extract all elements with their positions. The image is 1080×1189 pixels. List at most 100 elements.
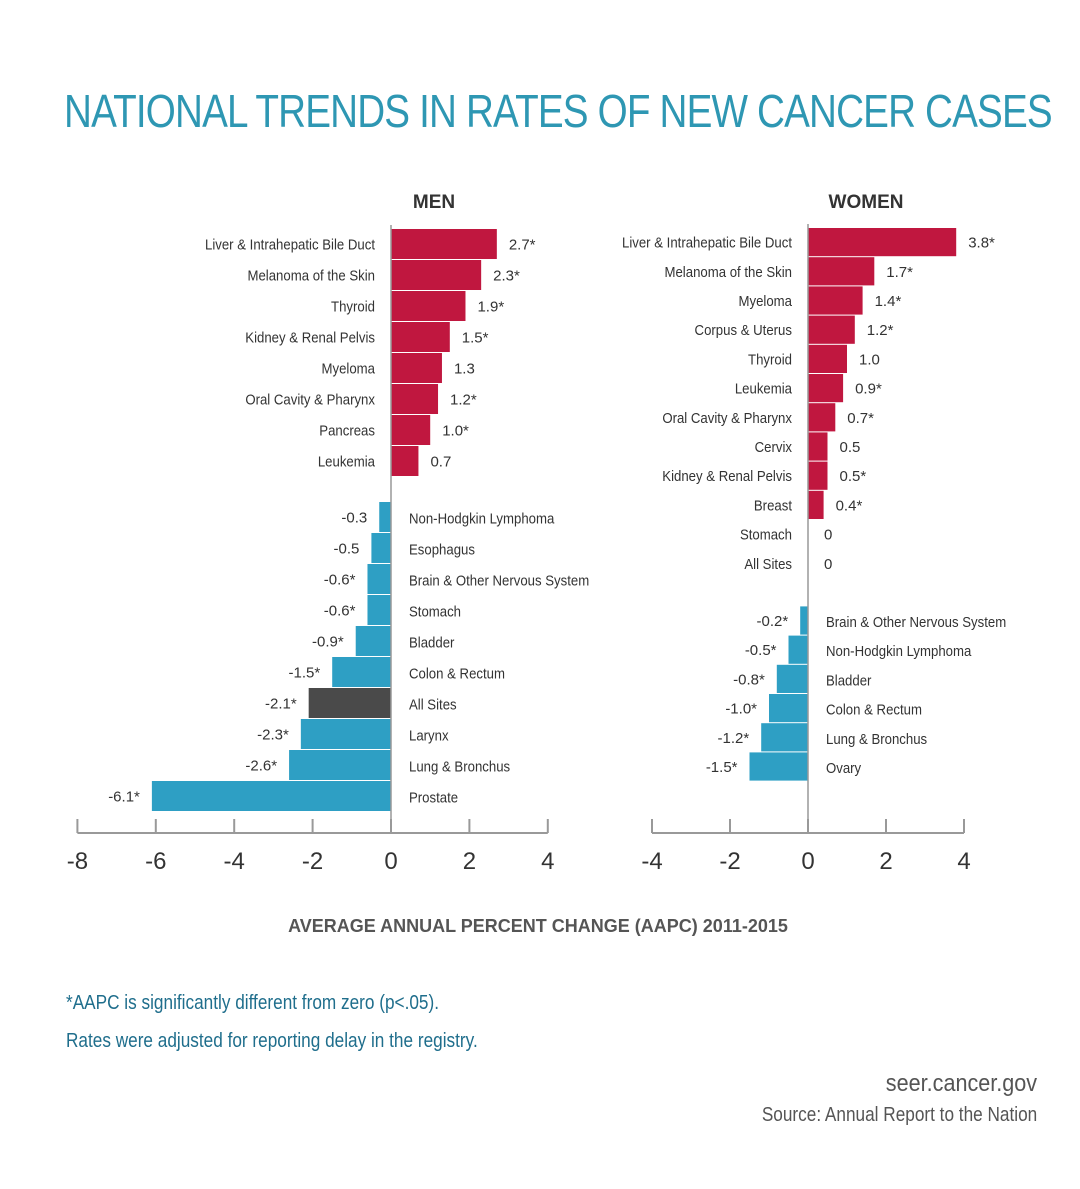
category-label: Lung & Bronchus xyxy=(826,730,927,747)
category-label: Myeloma xyxy=(739,292,793,309)
x-tick-label: 2 xyxy=(463,848,476,875)
x-tick-label: -4 xyxy=(641,848,662,875)
category-label: Breast xyxy=(754,497,792,514)
source-credit: Source: Annual Report to the Nation xyxy=(761,1104,1037,1126)
category-label: Liver & Intrahepatic Bile Duct xyxy=(205,236,375,253)
bar xyxy=(788,635,808,664)
x-tick-label: -4 xyxy=(224,848,245,875)
category-label: Leukemia xyxy=(735,380,792,397)
category-label: Non-Hodgkin Lymphoma xyxy=(409,510,554,527)
x-tick-label: -2 xyxy=(302,848,323,875)
category-label: Brain & Other Nervous System xyxy=(409,572,589,589)
category-label: Corpus & Uterus xyxy=(695,321,792,338)
data-label: -0.9* xyxy=(312,634,344,651)
bar xyxy=(808,228,957,257)
data-label: 1.9* xyxy=(477,299,504,316)
x-tick-label: 0 xyxy=(801,848,814,875)
men-chart: MEN Liver & Intrahepatic Bile Duct 2.7* Mel… xyxy=(67,192,589,875)
category-label: Leukemia xyxy=(318,453,375,470)
bar xyxy=(300,719,391,749)
data-label: -2.6* xyxy=(245,758,277,775)
x-axis-label: AVERAGE ANNUAL PERCENT CHANGE (AAPC) 201… xyxy=(288,916,788,936)
bar xyxy=(367,564,391,594)
data-label: -2.1* xyxy=(265,696,297,713)
data-label: -0.6* xyxy=(324,572,356,589)
bar xyxy=(371,533,391,563)
x-tick-label: 4 xyxy=(957,848,970,875)
bar xyxy=(761,723,808,752)
bar xyxy=(808,432,828,461)
bar xyxy=(808,286,863,315)
data-label: 1.4* xyxy=(875,293,902,310)
bar xyxy=(808,403,836,432)
category-label: Oral Cavity & Pharynx xyxy=(662,409,792,426)
data-label: 1.2* xyxy=(867,322,894,339)
category-label: Brain & Other Nervous System xyxy=(826,613,1006,630)
category-label: Esophagus xyxy=(409,541,475,558)
panel-title: WOMEN xyxy=(829,192,904,213)
bar xyxy=(289,750,391,780)
adjustment-footnote: Rates were adjusted for reporting delay … xyxy=(66,1030,478,1052)
bar xyxy=(391,229,497,259)
x-tick-label: -8 xyxy=(67,848,88,875)
data-label: 2.3* xyxy=(493,268,520,285)
x-tick-label: 4 xyxy=(541,848,554,875)
category-label: Melanoma of the Skin xyxy=(665,263,792,280)
data-label: -0.5 xyxy=(334,541,360,558)
website-credit[interactable]: seer.cancer.gov xyxy=(885,1070,1037,1097)
data-label: 1.0 xyxy=(859,351,880,368)
data-label: -0.3 xyxy=(341,510,367,527)
bar xyxy=(355,626,391,656)
category-label: Pancreas xyxy=(319,422,375,439)
category-label: Stomach xyxy=(409,603,461,620)
bar xyxy=(308,688,391,718)
category-label: Liver & Intrahepatic Bile Duct xyxy=(622,234,792,251)
category-label: All Sites xyxy=(409,696,457,713)
category-label: Lung & Bronchus xyxy=(409,758,510,775)
category-label: Myeloma xyxy=(322,360,376,377)
data-label: -1.5* xyxy=(289,665,321,682)
bar xyxy=(379,502,391,532)
bar xyxy=(391,415,431,445)
category-label: Colon & Rectum xyxy=(409,665,505,682)
bar xyxy=(808,374,844,403)
bar xyxy=(808,490,824,519)
data-label: 0.4* xyxy=(836,497,863,514)
category-label: Larynx xyxy=(409,727,449,744)
data-label: 0.5* xyxy=(840,468,867,485)
category-label: Prostate xyxy=(409,789,458,806)
data-label: -6.1* xyxy=(108,789,140,806)
bar xyxy=(776,664,808,693)
bar xyxy=(749,752,808,781)
category-label: Kidney & Renal Pelvis xyxy=(662,467,792,484)
data-label: 0 xyxy=(824,556,832,573)
category-label: Bladder xyxy=(409,634,455,651)
bar xyxy=(391,353,442,383)
data-label: -2.3* xyxy=(257,727,289,744)
bar xyxy=(367,595,391,625)
category-label: Ovary xyxy=(826,759,862,776)
data-label: -0.6* xyxy=(324,603,356,620)
category-label: Kidney & Renal Pelvis xyxy=(245,329,375,346)
bar xyxy=(332,657,391,687)
data-label: 0.7 xyxy=(430,454,451,471)
data-label: 1.7* xyxy=(886,264,913,281)
bar xyxy=(391,384,439,414)
category-label: All Sites xyxy=(744,555,792,572)
bar xyxy=(800,606,808,635)
data-label: 1.3 xyxy=(454,361,475,378)
data-label: 3.8* xyxy=(968,235,995,252)
page-title: NATIONAL TRENDS IN RATES OF NEW CANCER C… xyxy=(64,85,1053,137)
data-label: -0.8* xyxy=(733,671,765,688)
x-tick-label: 2 xyxy=(879,848,892,875)
data-label: 1.0* xyxy=(442,423,469,440)
data-label: -1.2* xyxy=(718,730,750,747)
category-label: Bladder xyxy=(826,672,872,689)
x-tick-label: 0 xyxy=(384,848,397,875)
data-label: 2.7* xyxy=(509,237,536,254)
bar xyxy=(391,322,450,352)
data-label: -0.5* xyxy=(745,642,777,659)
bar xyxy=(391,260,482,290)
women-chart: WOMEN Liver & Intrahepatic Bile Duct 3.8* M… xyxy=(622,192,1006,875)
